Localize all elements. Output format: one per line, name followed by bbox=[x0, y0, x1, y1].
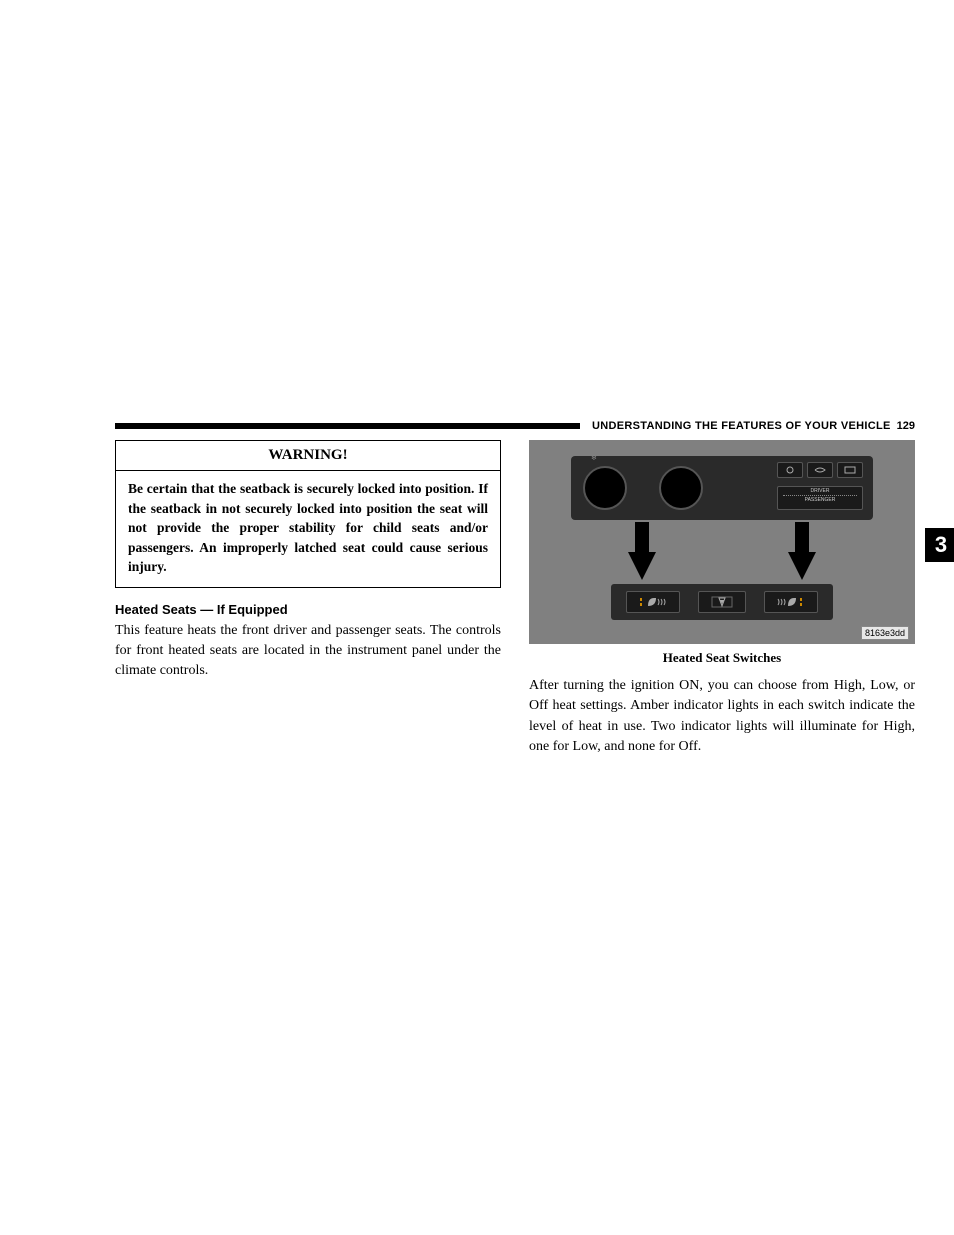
driver-label: DRIVER bbox=[783, 488, 857, 494]
figure-caption: Heated Seat Switches bbox=[529, 650, 915, 666]
warning-title: WARNING! bbox=[116, 441, 500, 471]
mode-knob-icon bbox=[659, 466, 703, 510]
top-button-row bbox=[777, 462, 863, 478]
figure-code: 8163e3dd bbox=[861, 626, 909, 640]
passenger-heated-seat-icon bbox=[764, 591, 818, 613]
rear-defrost-button-icon bbox=[837, 462, 863, 478]
arrow-down-right-icon bbox=[788, 552, 816, 580]
recirc-button-icon bbox=[807, 462, 833, 478]
fan-knob-icon bbox=[583, 466, 627, 510]
temp-labels: DRIVER PASSENGER bbox=[783, 488, 857, 503]
hazard-button-icon bbox=[698, 591, 746, 613]
passenger-label: PASSENGER bbox=[783, 497, 857, 503]
left-column: WARNING! Be certain that the seatback is… bbox=[115, 440, 501, 757]
driver-heated-seat-icon bbox=[626, 591, 680, 613]
right-column: ❄ DRIVER PASSENGER bbox=[529, 440, 915, 757]
arrow-right-stem bbox=[795, 522, 809, 552]
figure-image: ❄ DRIVER PASSENGER bbox=[529, 440, 915, 644]
page-header: UNDERSTANDING THE FEATURES OF YOUR VEHIC… bbox=[115, 420, 915, 432]
snowflake-icon: ❄ bbox=[591, 454, 597, 462]
header-rule bbox=[115, 423, 580, 429]
page-content: UNDERSTANDING THE FEATURES OF YOUR VEHIC… bbox=[115, 420, 915, 757]
chapter-tab: 3 bbox=[925, 528, 954, 562]
section-title: UNDERSTANDING THE FEATURES OF YOUR VEHIC… bbox=[592, 420, 891, 432]
section-body: This feature heats the front driver and … bbox=[115, 621, 501, 682]
arrow-down-left-icon bbox=[628, 552, 656, 580]
right-body-text: After turning the ignition ON, you can c… bbox=[529, 676, 915, 757]
ac-button-icon bbox=[777, 462, 803, 478]
page-number: 129 bbox=[897, 420, 915, 432]
arrow-left-stem bbox=[635, 522, 649, 552]
two-column-layout: WARNING! Be certain that the seatback is… bbox=[115, 440, 915, 757]
heated-seat-panel bbox=[611, 584, 833, 620]
section-heading: Heated Seats — If Equipped bbox=[115, 602, 501, 617]
warning-body: Be certain that the seatback is securely… bbox=[116, 471, 500, 587]
warning-box: WARNING! Be certain that the seatback is… bbox=[115, 440, 501, 588]
